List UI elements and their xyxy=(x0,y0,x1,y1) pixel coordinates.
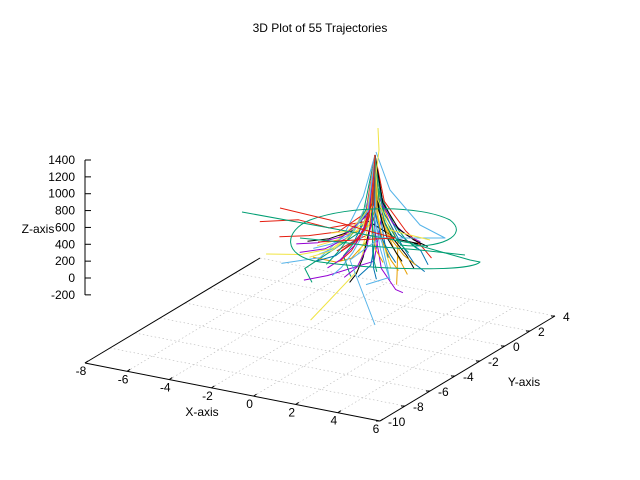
z-axis-label: Z-axis xyxy=(22,222,55,236)
y-tick-label: -2 xyxy=(488,355,499,369)
floor-grid xyxy=(84,257,556,422)
x-tick-mark xyxy=(337,410,342,414)
z-tick-label: -200 xyxy=(51,288,75,302)
trajectory-line xyxy=(313,154,376,249)
y-tick-label: 4 xyxy=(563,310,570,324)
x-axis-line xyxy=(84,362,381,422)
grid-line-y xyxy=(259,257,556,317)
y-axis-label: Y-axis xyxy=(508,375,540,389)
z-tick-label: 1400 xyxy=(48,153,75,167)
z-tick-label: 1000 xyxy=(48,187,75,201)
grid-line-y xyxy=(234,272,531,332)
x-tick-mark xyxy=(253,393,257,397)
x-axis-label: X-axis xyxy=(185,405,218,419)
trajectory-line xyxy=(304,154,376,283)
trajectory-line xyxy=(299,237,466,256)
grid-line-x xyxy=(169,274,345,380)
grid-line-x xyxy=(253,290,429,397)
x-tick-label: -2 xyxy=(202,389,213,403)
grid-line-x xyxy=(126,266,303,372)
trajectory-line xyxy=(374,154,428,248)
trajectory-line xyxy=(309,154,376,258)
z-tick-label: 800 xyxy=(55,204,75,218)
x-tick-label: -6 xyxy=(118,372,129,386)
x-tick-label: -4 xyxy=(160,381,171,395)
trajectory-series xyxy=(241,127,481,326)
z-tick-label: 200 xyxy=(55,254,75,268)
grid-line-y xyxy=(209,287,506,347)
grid-line-x xyxy=(337,307,514,413)
z-tick-label: 1200 xyxy=(48,170,75,184)
y-tick-label: -8 xyxy=(413,400,424,414)
trajectory-line xyxy=(279,207,396,243)
y-tick-label: -10 xyxy=(388,415,406,429)
z-tick-label: 400 xyxy=(55,237,75,251)
grid-line-x xyxy=(211,282,387,389)
z-tick-label: 0 xyxy=(68,271,75,285)
tick-labels: 1400 1200 1000 800 600 400 200 0 -200 -8 -6 -4 -2 0 2 4… xyxy=(48,153,570,436)
chart-title: 3D Plot of 55 Trajectories xyxy=(253,21,388,35)
y-tick-label: -6 xyxy=(438,385,449,399)
trajectory-line xyxy=(349,151,446,326)
grid-line-y xyxy=(134,332,431,392)
axes xyxy=(84,159,556,422)
trajectory-line xyxy=(327,154,376,269)
trajectory-line xyxy=(374,154,399,271)
z-tick-label: 600 xyxy=(55,220,75,234)
floor-back-edge xyxy=(84,257,261,364)
x-tick-mark xyxy=(379,418,384,422)
y-tick-label: 2 xyxy=(538,325,545,339)
trajectory-line xyxy=(241,208,481,270)
x-tick-label: -8 xyxy=(76,364,87,378)
x-tick-mark xyxy=(211,385,215,389)
x-tick-mark xyxy=(126,368,131,372)
x-tick-label: 0 xyxy=(246,397,253,411)
trajectory-line xyxy=(374,154,397,263)
grid-line-y xyxy=(184,302,481,362)
x-tick-label: 2 xyxy=(288,405,295,419)
grid-line-y xyxy=(159,317,456,377)
x-tick-label: 4 xyxy=(331,414,338,428)
x-tick-mark xyxy=(295,402,299,405)
x-tick-label: 6 xyxy=(373,422,380,436)
y-tick-label: -4 xyxy=(463,370,474,384)
x-tick-mark xyxy=(84,360,89,364)
y-axis-line xyxy=(379,315,556,422)
x-tick-mark xyxy=(169,377,173,380)
y-tick-label: 0 xyxy=(513,340,520,354)
trajectory-line xyxy=(375,127,431,241)
